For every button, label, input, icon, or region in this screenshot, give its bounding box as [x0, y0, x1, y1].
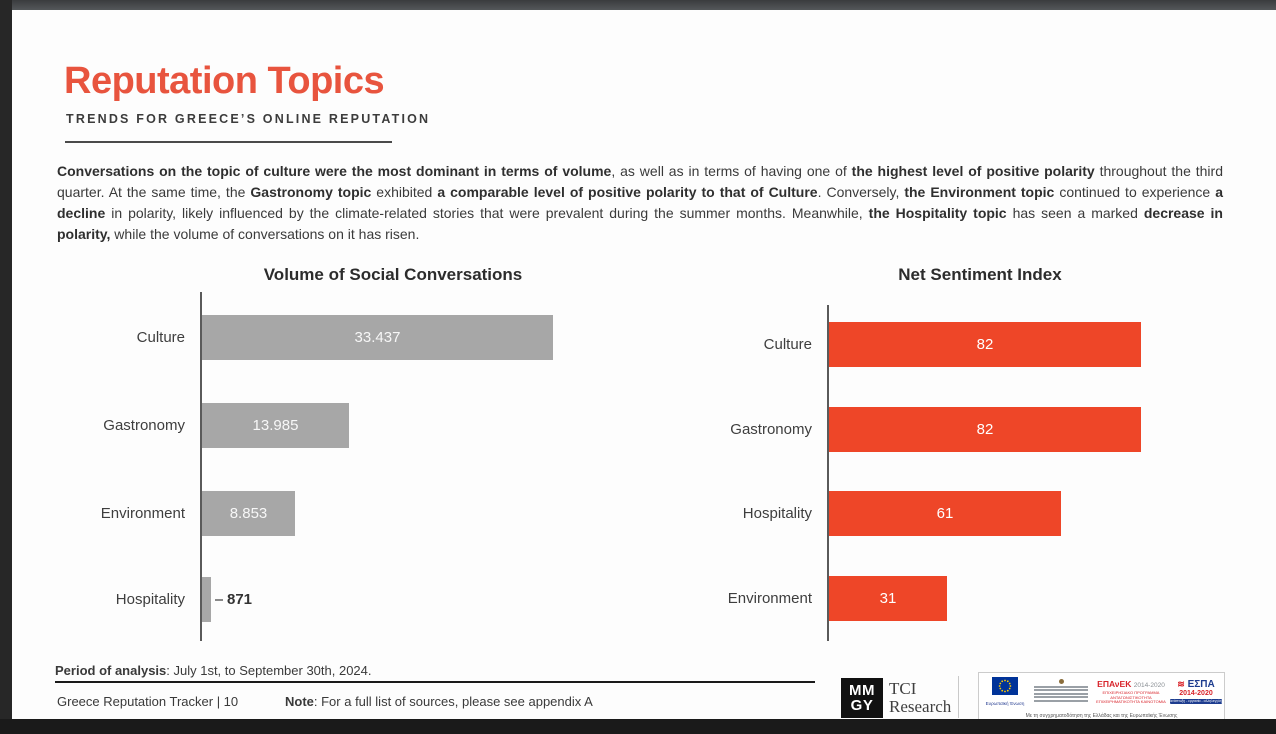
mmgy-logo: MM GY	[841, 678, 883, 718]
paragraph-run: throughout the third quarter. At the sam…	[57, 163, 1223, 200]
chart-title: Net Sentiment Index	[898, 265, 1062, 284]
bar-culture	[202, 315, 553, 360]
paragraph-run: exhibited	[371, 184, 438, 200]
eu-flag-icon	[992, 677, 1018, 695]
paragraph-run: , as well as in terms of having one of	[611, 163, 852, 179]
category-label-gastronomy: Gastronomy	[730, 420, 812, 438]
page-title: Reputation Topics	[64, 60, 385, 102]
eu-flag-caption: Ευρωπαϊκή Ένωση	[985, 701, 1025, 706]
bar-value-hospitality: 871	[227, 590, 253, 608]
epanek-logo: ΕΠΑνΕΚ 2014-2020 ΕΠΙΧΕΙΡΗΣΙΑΚΟ ΠΡΟΓΡΑΜΜΑ…	[1095, 677, 1167, 705]
bar-value-culture: 82	[976, 335, 994, 353]
espa-years: 2014-2020	[1179, 690, 1213, 697]
viewer-frame-bottom	[0, 719, 1276, 734]
mmgy-logo-line2: GY	[850, 697, 874, 714]
bar-value-gastronomy: 13.985	[252, 416, 299, 434]
category-label-culture: Culture	[136, 328, 185, 346]
paragraph-bold-run: the highest level of positive polarity	[851, 163, 1095, 179]
paragraph-bold-run: a decline	[57, 184, 1223, 221]
category-label-culture: Culture	[763, 335, 812, 353]
bar-value-environment: 8.853	[229, 504, 268, 522]
paragraph-run: while the volume of conversations on it …	[110, 226, 420, 242]
viewer-frame-left	[0, 0, 12, 734]
espa-waves-icon: ≋	[1177, 679, 1185, 689]
bar-value-gastronomy: 82	[976, 420, 994, 438]
paragraph-run: continued to experience	[1054, 184, 1216, 200]
bar-value-culture: 33.437	[354, 328, 401, 346]
paragraph-run: . Conversely,	[817, 184, 905, 200]
tci-logo-line1: TCI	[889, 679, 917, 698]
tci-research-logo: TCI Research	[889, 680, 951, 716]
bar-hospitality	[829, 491, 1061, 536]
chart-net-sentiment-index: Net Sentiment Index Culture 82 Gastronomy 8…	[690, 262, 1250, 657]
sources-note: Note: For a full list of sources, please…	[285, 694, 593, 709]
bar-value-hospitality: 61	[936, 504, 954, 522]
period-label: Period of analysis	[55, 663, 167, 678]
eu-funding-banner: Ευρωπαϊκή Ένωση ΕΠΑνΕΚ 2014-2020 ΕΠΙΧΕΙΡ…	[978, 672, 1225, 722]
paragraph-bold-run: a comparable level of positive polarity …	[437, 184, 818, 200]
espa-title: ΕΣΠΑ	[1187, 679, 1215, 690]
logo-divider	[958, 676, 959, 718]
epanek-subtitle: ΕΠΙΧΕΙΡΗΣΙΑΚΟ ΠΡΟΓΡΑΜΜΑ ΑΝΤΑΓΩΝΙΣΤΙΚΟΤΗΤ…	[1096, 690, 1166, 704]
footer-divider	[55, 681, 815, 683]
y-axis-line	[200, 292, 202, 641]
paragraph-run: has seen a marked	[1006, 205, 1144, 221]
category-label-gastronomy: Gastronomy	[103, 416, 185, 434]
chart-volume-of-social-conversations: Volume of Social Conversations Culture 33…	[57, 262, 667, 657]
subtitle-underline	[65, 141, 392, 143]
paragraph-bold-run: Gastronomy topic	[250, 184, 372, 200]
page-subtitle: TRENDS FOR GREECE’S ONLINE REPUTATION	[66, 112, 431, 126]
bar-gastronomy	[202, 403, 349, 448]
category-label-environment: Environment	[100, 504, 185, 522]
paragraph-run: in polarity, likely influenced by the cl…	[105, 205, 869, 221]
espa-tagline: ανάπτυξη - εργασία - αλληλεγγύη	[1170, 699, 1222, 704]
espa-logo: ≋ ΕΣΠΑ 2014-2020 ανάπτυξη - εργασία - αλ…	[1170, 677, 1222, 704]
eu-cofund-caption: Με τη συγχρηματοδότηση της Ελλάδας και τ…	[1025, 713, 1178, 719]
bar-value-environment: 31	[879, 589, 897, 607]
mmgy-logo-line1: MM	[849, 682, 875, 699]
value-leader-line	[215, 598, 223, 601]
category-label-environment: Environment	[727, 589, 812, 607]
paragraph-bold-run: the Hospitality topic	[868, 205, 1007, 221]
bar-gastronomy	[829, 407, 1141, 452]
epanek-title: ΕΠΑνΕΚ	[1097, 679, 1132, 689]
summary-paragraph: Conversations on the topic of culture we…	[57, 161, 1223, 245]
paragraph-bold-run: decrease in polarity,	[57, 205, 1223, 242]
note-label: Note	[285, 694, 314, 709]
note-text: : For a full list of sources, please see…	[313, 694, 593, 709]
period-text: : July 1st, to September 30th, 2024.	[166, 663, 372, 678]
tci-logo-line2: Research	[889, 697, 952, 716]
paragraph-bold-run: Conversations on the topic of culture we…	[57, 163, 612, 179]
category-label-hospitality: Hospitality	[742, 504, 812, 522]
paragraph-bold-run: the Environment topic	[904, 184, 1055, 200]
greek-ministry-logo	[1030, 677, 1092, 703]
bar-culture	[829, 322, 1141, 367]
chart-title: Volume of Social Conversations	[263, 265, 523, 284]
viewer-frame-top	[0, 0, 1276, 10]
category-label-hospitality: Hospitality	[115, 590, 185, 608]
eu-banner-logos-row: Ευρωπαϊκή Ένωση ΕΠΑνΕΚ 2014-2020 ΕΠΙΧΕΙΡ…	[983, 677, 1222, 709]
eu-flag-block: Ευρωπαϊκή Ένωση	[983, 677, 1027, 706]
bar-hospitality	[202, 577, 211, 622]
bar-environment	[829, 576, 947, 621]
epanek-years: 2014-2020	[1133, 682, 1165, 689]
y-axis-line	[827, 305, 829, 641]
period-of-analysis: Period of analysis: July 1st, to Septemb…	[55, 663, 372, 678]
ministry-emblem-icon	[1058, 679, 1064, 684]
tracker-page-indicator: Greece Reputation Tracker | 10	[57, 694, 239, 709]
bar-environment	[202, 491, 295, 536]
